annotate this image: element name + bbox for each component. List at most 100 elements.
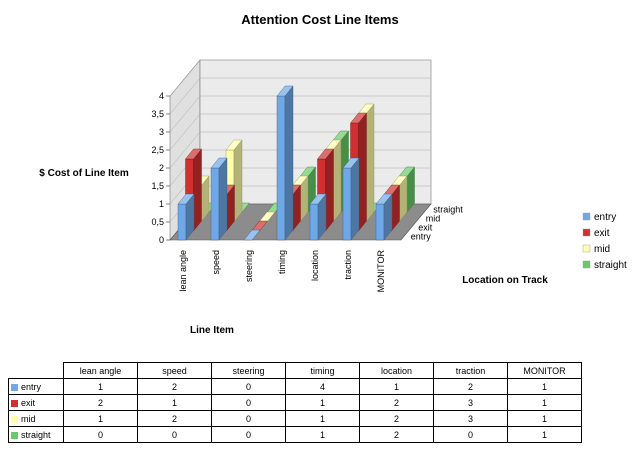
table-row-label: straight xyxy=(8,426,64,443)
y-tick-label: 0 xyxy=(159,235,164,245)
table-cell: 2 xyxy=(433,378,508,395)
chart-bars xyxy=(177,85,415,241)
x-tick-label: speed xyxy=(211,250,221,275)
table-row: straight 0 0 0 1 2 0 1 xyxy=(8,426,582,443)
table-cell: 1 xyxy=(507,394,582,411)
chart-title: Attention Cost Line Items xyxy=(241,12,398,27)
y-tick-label: 0,5 xyxy=(151,217,164,227)
bar-entry-lean-angle xyxy=(177,193,195,241)
table-cell: 2 xyxy=(63,394,138,411)
table-row: mid 1 2 0 1 2 3 1 xyxy=(8,410,582,427)
legend: entry exit mid straight xyxy=(582,212,627,271)
table-row: entry 1 2 0 4 1 2 1 xyxy=(8,378,582,395)
table-column-header: location xyxy=(359,362,434,379)
table-cell: 1 xyxy=(137,394,212,411)
y-axis-title: $ Cost of Line Item xyxy=(39,168,129,179)
table-column-header: MONITOR xyxy=(507,362,582,379)
x-tick-label: traction xyxy=(343,250,353,280)
table-row-label: exit xyxy=(8,394,64,411)
table-cell: 2 xyxy=(137,378,212,395)
table-cell: 2 xyxy=(359,410,434,427)
table-column-header: timing xyxy=(285,362,360,379)
legend-swatch xyxy=(582,212,591,221)
table-column-header: speed xyxy=(137,362,212,379)
bar-entry-location xyxy=(309,193,327,241)
table-row-label: mid xyxy=(8,410,64,427)
table-cell: 1 xyxy=(507,426,582,443)
legend-label: mid xyxy=(594,244,610,255)
table-cell: 1 xyxy=(285,394,360,411)
table-swatch xyxy=(11,383,18,391)
table-cell: 1 xyxy=(507,410,582,427)
bar-entry-traction xyxy=(342,157,360,241)
table-cell: 2 xyxy=(137,410,212,427)
table-header-row: lean angle speed steering timing location tra… xyxy=(8,362,582,379)
legend-label: entry xyxy=(594,212,616,223)
table-cell: 0 xyxy=(211,394,286,411)
table-cell: 3 xyxy=(433,410,508,427)
table-column-header: steering xyxy=(211,362,286,379)
table-swatch xyxy=(11,399,18,407)
chart-ticks: 0 0,5 1 1,5 2 2,5 3 3,5 4 lean angle speed steering… xyxy=(151,91,463,292)
table-cell: 1 xyxy=(507,378,582,395)
legend-swatch xyxy=(582,244,591,253)
table-cell: 1 xyxy=(63,410,138,427)
table-cell: 0 xyxy=(63,426,138,443)
table-column-header: lean angle xyxy=(63,362,138,379)
legend-swatch xyxy=(582,260,591,269)
table-cell: 0 xyxy=(211,426,286,443)
table-row: exit 2 1 0 1 2 3 1 xyxy=(8,394,582,411)
table-cell: 2 xyxy=(359,426,434,443)
y-tick-label: 3 xyxy=(159,127,164,137)
table-cell: 4 xyxy=(285,378,360,395)
bar-entry-timing xyxy=(276,85,294,241)
y-tick-label: 3,5 xyxy=(151,109,164,119)
legend-swatch xyxy=(582,228,591,237)
table-cell: 0 xyxy=(137,426,212,443)
y-tick-label: 1,5 xyxy=(151,181,164,191)
gridline xyxy=(169,77,431,115)
depth-axis-title: Location on Track xyxy=(462,275,548,286)
table-corner xyxy=(8,362,64,379)
table-swatch xyxy=(11,431,18,439)
table-series-name: entry xyxy=(21,381,42,392)
x-tick-label: lean angle xyxy=(178,250,188,292)
table-cell: 1 xyxy=(359,378,434,395)
y-tick-label: 1 xyxy=(159,199,164,209)
table-series-name: mid xyxy=(21,413,36,424)
gridline xyxy=(169,59,431,97)
table-cell: 3 xyxy=(433,394,508,411)
y-tick-label: 4 xyxy=(159,91,164,101)
chart-area: Attention Cost Line Items 0 0,5 1 1,5 2 2,5 3 3… xyxy=(39,12,627,336)
gridline xyxy=(169,95,431,133)
gridline xyxy=(169,113,431,151)
table-series-name: straight xyxy=(21,429,51,440)
table-cell: 0 xyxy=(211,378,286,395)
table-row-label: entry xyxy=(8,378,64,395)
x-axis-title: Line Item xyxy=(190,325,234,336)
table-column-header: traction xyxy=(433,362,508,379)
bar-entry-monitor xyxy=(375,193,393,241)
x-tick-label: location xyxy=(310,250,320,281)
depth-tick-label: straight xyxy=(433,205,463,215)
table-cell: 0 xyxy=(433,426,508,443)
depth-tick-label: mid xyxy=(426,214,441,224)
x-tick-label: MONITOR xyxy=(376,250,386,293)
depth-tick-label: exit xyxy=(418,223,433,233)
bar-entry-steering xyxy=(243,229,261,241)
y-tick-label: 2,5 xyxy=(151,145,164,155)
table-cell: 1 xyxy=(63,378,138,395)
x-tick-label: steering xyxy=(244,250,254,282)
table-swatch xyxy=(11,415,18,423)
table-cell: 1 xyxy=(285,426,360,443)
bar-entry-speed xyxy=(210,157,228,241)
table-series-name: exit xyxy=(21,397,36,408)
legend-label: straight xyxy=(594,260,627,271)
x-tick-label: timing xyxy=(277,250,287,274)
table-cell: 1 xyxy=(285,410,360,427)
table-cell: 2 xyxy=(359,394,434,411)
y-tick-label: 2 xyxy=(159,163,164,173)
table-cell: 0 xyxy=(211,410,286,427)
depth-tick-label: entry xyxy=(411,232,432,242)
data-table: lean angle speed steering timing location tra… xyxy=(8,362,582,443)
